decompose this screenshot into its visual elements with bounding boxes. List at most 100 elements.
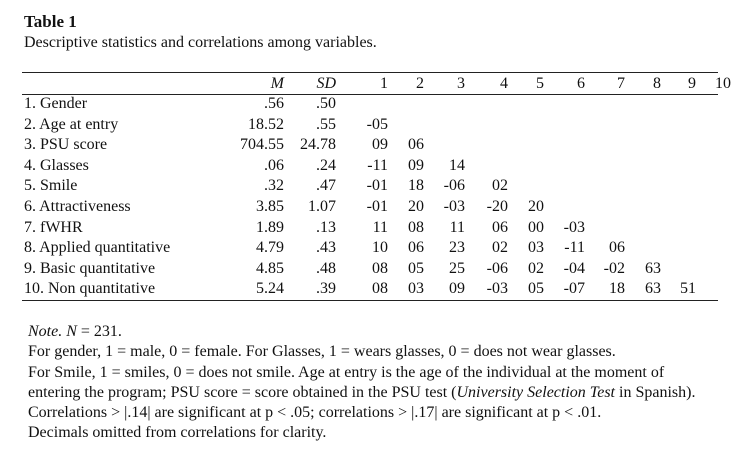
row-sd: 1.07 (308, 197, 336, 215)
correlation-cell: 03 (408, 280, 424, 298)
correlation-cell: 05 (528, 280, 544, 298)
correlation-cell (585, 218, 625, 239)
correlation-cell (696, 197, 731, 218)
correlation-cell: 08 (408, 218, 424, 236)
table-row: 6. Attractiveness 3.85 1.07 -01 20 -03 -20 20 (22, 197, 731, 218)
correlation-cell (465, 156, 508, 177)
header-col-7: 7 (617, 75, 625, 92)
correlation-cell: -06 (486, 259, 508, 277)
row-sd: .24 (316, 156, 336, 174)
correlation-cell (661, 238, 696, 259)
correlation-cell (661, 197, 696, 218)
table-row: 4. Glasses .06 .24 -11 09 14 (22, 156, 731, 177)
row-mean: 704.55 (240, 136, 284, 154)
correlation-cell (508, 115, 544, 136)
correlation-cell: 06 (609, 239, 625, 257)
correlation-cell: -11 (367, 156, 388, 174)
correlation-cell: 10 (372, 239, 388, 257)
correlation-cell (544, 197, 585, 218)
table-row: 8. Applied quantitative 4.79 .43 10 06 23 02 03… (22, 238, 731, 259)
table-notes: Note. N = 231. For gender, 1 = male, 0 =… (28, 322, 718, 444)
correlation-cell (625, 218, 661, 239)
row-sd: .55 (316, 115, 336, 133)
correlation-cell (625, 238, 661, 259)
row-sd: .48 (316, 259, 336, 277)
table-row: 5. Smile .32 .47 -01 18 -06 02 (22, 176, 731, 197)
correlation-cell (696, 94, 731, 115)
row-variable-label: 5. Smile (24, 177, 78, 195)
correlation-cell (696, 156, 731, 177)
row-variable-label: 3. PSU score (24, 136, 108, 154)
correlation-cell (585, 94, 625, 115)
header-sd: SD (316, 75, 336, 92)
row-mean: .56 (264, 95, 284, 112)
correlation-cell (696, 218, 731, 239)
correlation-cell: -06 (443, 177, 465, 195)
correlation-cell (625, 156, 661, 177)
correlation-cell (424, 135, 465, 156)
correlation-cell: -02 (603, 259, 625, 277)
correlation-cell (661, 94, 696, 115)
row-mean: 4.85 (256, 259, 284, 277)
correlation-cell: 02 (492, 239, 508, 257)
table-body: 1. Gender .56 .50 2. Age at entry 18.52 .55 -0… (22, 94, 731, 300)
correlation-cell (625, 135, 661, 156)
header-col-9: 9 (688, 75, 696, 92)
correlation-cell: -03 (486, 280, 508, 298)
correlation-cell (424, 115, 465, 136)
correlation-cell (585, 156, 625, 177)
table-row: 2. Age at entry 18.52 .55 -05 (22, 115, 731, 136)
row-mean: 18.52 (248, 115, 284, 133)
row-variable-label: 6. Attractiveness (24, 197, 131, 215)
table-row: 1. Gender .56 .50 (22, 94, 731, 115)
correlation-cell (508, 176, 544, 197)
top-rule (22, 72, 718, 73)
row-variable-label: 7. fWHR (24, 218, 83, 236)
note-n-value: = 231. (76, 323, 122, 340)
correlation-cell: -04 (563, 259, 585, 277)
row-sd: .13 (316, 218, 336, 236)
correlation-cell: -20 (486, 197, 508, 215)
statistics-table: M SD 1 2 3 4 5 6 7 8 9 10 1. Gender .56 .5… (22, 73, 731, 300)
table-row: 10. Non quantitative 5.24 .39 08 03 09 -03 05 -0… (22, 279, 731, 300)
correlation-cell (625, 197, 661, 218)
correlation-cell: 11 (372, 218, 388, 236)
note-significance: Correlations > |.14| are significant at … (28, 404, 602, 422)
correlation-cell (585, 176, 625, 197)
bottom-rule (22, 300, 718, 301)
table-row: 9. Basic quantitative 4.85 .48 08 05 25 -06 02 -… (22, 259, 731, 280)
note-gender-glasses: For gender, 1 = male, 0 = female. For Gl… (28, 343, 616, 361)
row-mean: 3.85 (256, 197, 284, 215)
correlation-cell (661, 259, 696, 280)
header-variable (22, 73, 202, 94)
row-variable-label: 4. Glasses (24, 156, 89, 174)
table-row: 7. fWHR 1.89 .13 11 08 11 06 00 -03 (22, 218, 731, 239)
correlation-cell: -11 (564, 239, 585, 257)
header-col-6: 6 (577, 75, 585, 92)
correlation-cell: 09 (408, 156, 424, 174)
row-sd: .43 (316, 239, 336, 257)
correlation-cell: -07 (563, 280, 585, 298)
correlation-cell: 20 (408, 197, 424, 215)
header-col-3: 3 (457, 75, 465, 92)
row-sd: 24.78 (300, 136, 336, 154)
row-mean: 1.89 (256, 218, 284, 236)
row-variable-label: 9. Basic quantitative (24, 259, 156, 277)
row-sd: .39 (316, 280, 336, 298)
correlation-cell (696, 238, 731, 259)
correlation-cell: 63 (645, 280, 661, 298)
correlation-cell: 09 (372, 136, 388, 154)
row-variable-label: 2. Age at entry (24, 115, 119, 133)
correlation-cell: 20 (528, 197, 544, 215)
correlation-cell (465, 135, 508, 156)
correlation-cell: 02 (528, 259, 544, 277)
note-smile-text: For Smile, 1 = smiles, 0 = does not smil… (28, 363, 665, 401)
correlation-cell: 08 (372, 259, 388, 277)
correlation-cell: 18 (609, 280, 625, 298)
table-title: Descriptive statistics and correlations … (24, 34, 377, 51)
correlation-cell: 05 (408, 259, 424, 277)
correlation-cell: 63 (645, 259, 661, 277)
note-smile-age-psu: For Smile, 1 = smiles, 0 = does not smil… (28, 363, 718, 404)
correlation-cell: 08 (372, 280, 388, 298)
correlation-cell: -01 (366, 177, 388, 195)
